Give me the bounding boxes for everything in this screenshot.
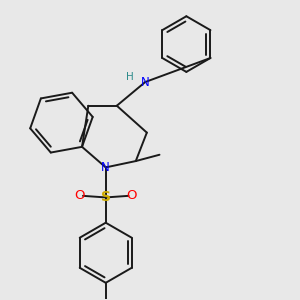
Text: O: O [75,189,85,202]
Text: S: S [101,190,111,204]
Text: N: N [141,76,150,88]
Text: H: H [126,72,134,82]
Text: N: N [101,161,110,174]
Text: O: O [126,189,137,202]
